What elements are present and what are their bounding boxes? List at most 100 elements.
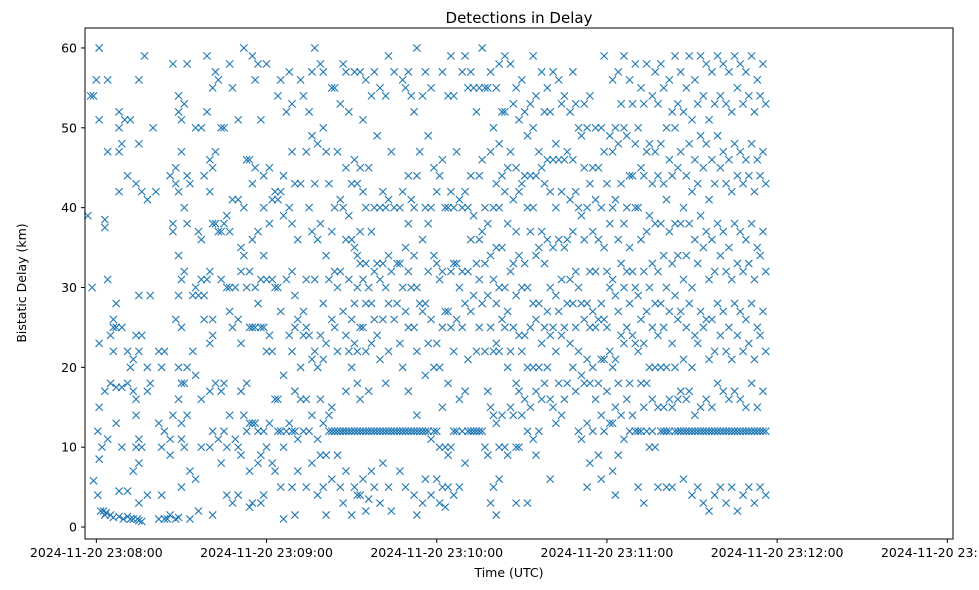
data-point [458,203,467,212]
data-point [370,267,379,276]
data-point [89,91,98,100]
data-point [220,427,228,436]
data-point [412,511,421,520]
data-point [100,387,109,396]
data-point [384,195,393,204]
data-point [648,179,657,188]
data-point [727,107,736,116]
data-point [132,411,141,420]
data-point [429,363,438,372]
data-point [730,139,739,148]
data-point [222,491,231,500]
data-point [395,427,404,436]
data-point [373,427,382,436]
data-point [106,379,115,388]
data-point [350,339,359,348]
data-point [702,315,711,324]
data-point [410,323,419,332]
data-point [341,427,350,436]
data-point [710,347,719,356]
data-point [466,427,475,436]
data-point [200,171,209,180]
x-tick-label: 2024-11-20 23:09:00 [200,545,333,560]
data-point [174,91,183,100]
data-point [336,427,345,436]
data-point [480,83,489,92]
data-point [412,427,421,436]
data-point [154,347,163,356]
data-point [495,475,504,484]
data-point [557,275,566,284]
data-point [441,443,450,452]
data-point [486,147,495,156]
data-point [549,323,558,332]
data-point [472,259,481,268]
data-point [733,171,742,180]
data-point [424,267,433,276]
data-point [265,219,274,228]
data-point [634,483,643,492]
data-point [662,123,671,132]
data-point [699,91,708,100]
data-point [722,267,731,276]
data-point [483,451,492,460]
data-point [205,339,214,348]
data-point [699,427,708,436]
data-point [733,83,742,92]
data-point [480,443,489,452]
data-point [446,187,455,196]
data-point [673,163,682,172]
data-point [693,339,702,348]
data-point [197,395,206,404]
data-point [705,195,714,204]
data-point [259,323,268,332]
data-point [492,419,501,428]
data-point [645,363,654,372]
data-point [665,155,674,164]
data-point [191,371,200,380]
data-point [622,203,631,212]
data-point [93,427,102,436]
x-tick-label: 2024-11-20 23:11:00 [541,545,674,560]
data-point [617,331,626,340]
data-point [279,371,288,380]
data-point [265,163,274,172]
data-point [214,435,223,444]
data-point [639,171,648,180]
data-point [435,363,444,372]
data-point [676,147,685,156]
data-point [636,83,645,92]
data-point [600,427,609,436]
data-point [123,379,132,388]
data-point [455,395,464,404]
data-point [268,347,277,356]
data-point [137,443,146,452]
data-point [651,443,660,452]
data-point [211,147,220,156]
data-point [705,507,714,516]
data-point [673,99,682,108]
data-point [103,147,112,156]
data-point [466,67,475,76]
data-point [86,91,95,100]
data-point [347,235,356,244]
data-point [520,107,529,116]
data-point [452,315,461,324]
data-point [631,339,640,348]
data-point [157,491,166,500]
data-point [259,203,268,212]
data-point [134,499,143,508]
y-tick-label: 0 [69,520,77,535]
data-point [225,283,234,292]
data-point [341,331,350,340]
data-point [424,219,433,228]
data-point [758,427,767,436]
data-point [722,179,731,188]
data-point [529,435,538,444]
data-point [651,219,660,228]
data-point [305,203,314,212]
data-point [656,139,665,148]
data-point [455,483,464,492]
data-point [756,427,765,436]
data-point [614,379,623,388]
